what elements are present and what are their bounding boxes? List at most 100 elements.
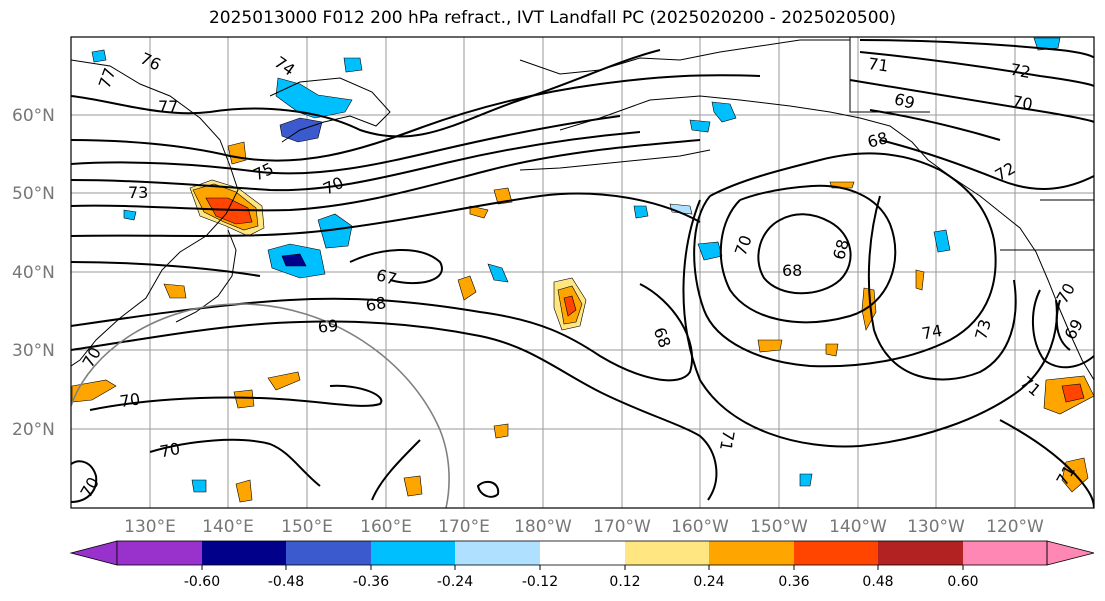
fill-patch <box>91 49 107 63</box>
contour-line <box>859 51 1094 87</box>
contour-label: 71 <box>716 429 738 452</box>
colorbar-extend-low <box>69 540 118 566</box>
contour-line <box>71 74 761 162</box>
contour-line <box>1031 289 1094 369</box>
contour-label: 74 <box>920 321 943 343</box>
fill-patch <box>233 389 255 409</box>
fill-patch <box>493 423 509 439</box>
colorbar-tick-label: 0.60 <box>947 574 978 590</box>
colorbar-tick-labels: -0.60 -0.48 -0.36 -0.24 -0.12 0.12 0.24 … <box>184 574 979 590</box>
colorbar-tick-label: -0.12 <box>522 574 558 590</box>
map-plot-area: 76 77 74 77 75 73 70 71 72 70 69 68 72 6… <box>70 36 1095 509</box>
map-frame <box>70 36 1095 509</box>
fill-patch <box>457 275 477 301</box>
coastline-aleutians <box>519 149 711 171</box>
fill-patch <box>563 295 577 317</box>
contour-line <box>71 131 641 192</box>
fill-patch <box>469 205 489 219</box>
lon-label: 160°W <box>671 517 729 537</box>
contour-label: 72 <box>1009 60 1032 82</box>
lon-label: 140°E <box>202 517 254 537</box>
fill-patch <box>235 479 253 503</box>
fill-patch <box>317 213 353 249</box>
contour-line <box>71 139 701 212</box>
lon-label: 130°W <box>907 517 965 537</box>
colorbar-segment <box>963 541 1047 565</box>
colorbar-ticks <box>201 565 964 570</box>
contour-label: 70 <box>1011 92 1034 114</box>
coastline-asia <box>71 59 239 367</box>
colorbar-segment <box>540 541 625 565</box>
colorbar-tick-label: 0.24 <box>693 574 724 590</box>
colorbar-tick-label: 0.12 <box>609 574 640 590</box>
fill-patch <box>915 269 925 291</box>
contour-line <box>999 419 1094 508</box>
fill-patch <box>861 287 877 331</box>
coastline-kamchatka <box>269 77 391 143</box>
longitude-labels: 130°E 140°E 150°E 160°E 170°E 180°W 170°… <box>124 517 1044 537</box>
contour-label: 77 <box>158 97 178 116</box>
contour-line <box>869 109 1094 190</box>
contour-line <box>682 199 1058 448</box>
contour-line <box>71 320 718 501</box>
contour-label: 68 <box>829 237 853 262</box>
lat-label-40n: 40°N <box>12 263 55 283</box>
lon-label: 170°E <box>438 517 490 537</box>
colorbar-tick-label: -0.36 <box>353 574 389 590</box>
contour-line <box>71 248 443 285</box>
fill-patch <box>343 57 363 73</box>
colorbar-segment <box>625 541 709 565</box>
contour-label: 69 <box>317 316 339 337</box>
lon-label: 180°W <box>514 517 572 537</box>
lat-label-30n: 30°N <box>12 341 55 361</box>
fill-patch <box>1061 383 1085 403</box>
coastline-arctic <box>519 39 850 75</box>
contour-label: 70 <box>119 389 142 411</box>
coastline-japan <box>175 229 237 323</box>
contour-line <box>71 192 701 237</box>
contour-line <box>89 384 383 411</box>
lon-label: 170°W <box>593 517 651 537</box>
contour-line <box>693 152 997 368</box>
contour-line <box>859 39 1094 59</box>
fill-patch <box>799 473 813 487</box>
contour-label: 68 <box>865 128 890 152</box>
colorbar-tick-label: -0.48 <box>268 574 304 590</box>
colorbar-extend-high <box>1046 540 1095 566</box>
lat-label-20n: 20°N <box>12 420 55 440</box>
contour-label: 73 <box>128 183 148 202</box>
contour-label: 68 <box>364 293 387 315</box>
contour-label: 67 <box>374 265 399 289</box>
fill-patch <box>825 343 839 357</box>
fill-patch <box>191 479 207 493</box>
colorbar-outline <box>116 540 1048 566</box>
fill-patch <box>123 209 137 221</box>
colorbar-segment <box>878 541 963 565</box>
refractivity-contours <box>71 39 1094 508</box>
contour-line <box>476 480 500 498</box>
contour-line <box>719 184 897 324</box>
fill-patch <box>205 197 253 225</box>
contour-label: 71 <box>867 54 890 76</box>
fill-patch <box>493 187 513 205</box>
lon-label: 120°W <box>986 517 1044 537</box>
fill-patch <box>487 263 509 283</box>
border-canada-alaska <box>849 37 1094 251</box>
fill-patch <box>933 229 951 253</box>
colorbar-segment <box>794 541 878 565</box>
lon-label: 160°E <box>360 517 412 537</box>
colorbar-segment <box>202 541 286 565</box>
colorbar-segment <box>455 541 540 565</box>
fill-patch <box>71 379 117 403</box>
ivt-anomaly-fills <box>71 37 1094 503</box>
contour-label: 69 <box>892 89 917 113</box>
contour-label: 70 <box>158 439 181 461</box>
fill-patch <box>757 339 783 353</box>
contour-line <box>71 460 98 503</box>
contour-line <box>757 213 852 295</box>
colorbar-tick-label: -0.24 <box>437 574 473 590</box>
colorbar-segment <box>286 541 371 565</box>
coastlines <box>71 37 1094 381</box>
lon-label: 140°W <box>829 517 887 537</box>
